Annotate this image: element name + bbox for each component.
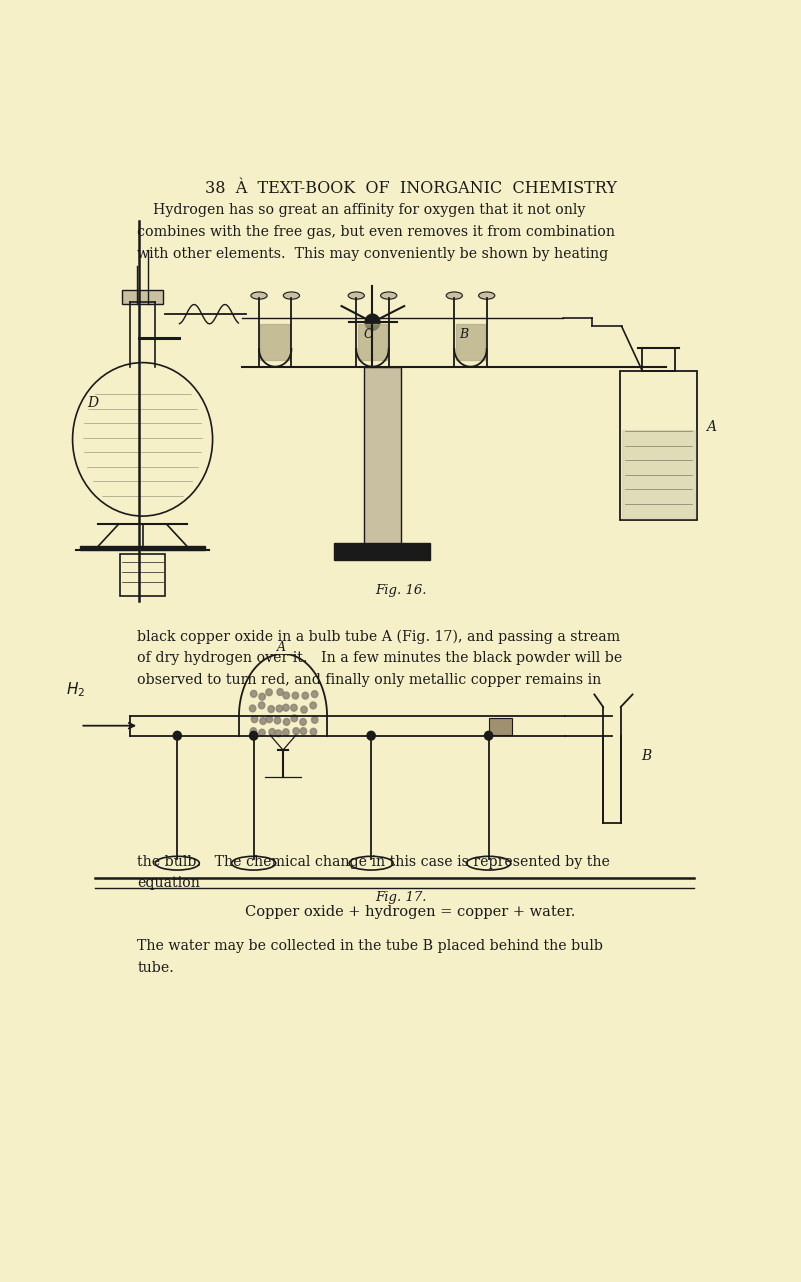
Text: the bulb.   The chemical change in this case is represented by the: the bulb. The chemical change in this ca… [138,855,610,869]
Ellipse shape [380,292,396,299]
Circle shape [282,718,288,724]
Text: of dry hydrogen over it.   In a few minutes the black powder will be: of dry hydrogen over it. In a few minute… [138,651,622,665]
Text: equation: equation [138,877,200,891]
Text: Copper oxide + hydrogen = copper + water.: Copper oxide + hydrogen = copper + water… [245,905,576,919]
Circle shape [311,719,317,726]
Circle shape [365,314,380,331]
Bar [622,429,695,518]
Bar [456,324,485,360]
Circle shape [303,691,309,697]
Circle shape [260,729,267,736]
Bar [334,542,430,560]
Circle shape [250,715,256,722]
Circle shape [269,718,276,726]
Circle shape [260,704,268,712]
Circle shape [291,691,297,697]
Text: B: B [642,749,651,763]
Circle shape [301,728,308,735]
Circle shape [294,732,300,738]
Circle shape [282,690,288,696]
Text: black copper oxide in a bulb tube A (Fig. 17), and passing a stream: black copper oxide in a bulb tube A (Fig… [138,629,621,644]
Text: combines with the free gas, but even removes it from combination: combines with the free gas, but even rem… [138,224,615,238]
Circle shape [485,731,493,740]
Circle shape [308,690,315,697]
Circle shape [252,731,258,738]
Circle shape [266,694,272,700]
Circle shape [276,717,282,723]
Text: B: B [460,328,469,341]
Circle shape [248,690,256,696]
Ellipse shape [251,292,267,299]
Circle shape [311,703,317,710]
Circle shape [276,692,283,699]
Circle shape [293,719,300,726]
Text: A: A [706,420,716,435]
Circle shape [302,719,308,726]
Text: tube.: tube. [138,962,175,976]
Bar [489,718,512,735]
Bar [120,554,165,596]
Text: observed to turn red, and finally only metallic copper remains in: observed to turn red, and finally only m… [138,673,602,687]
Circle shape [250,731,258,740]
Text: D: D [87,396,99,410]
Text: Fig. 16.: Fig. 16. [375,583,426,597]
Circle shape [268,732,274,738]
Text: The water may be collected in the tube B placed behind the bulb: The water may be collected in the tube B… [138,940,603,954]
Circle shape [277,728,284,735]
Bar [358,324,387,360]
Circle shape [282,732,289,738]
Ellipse shape [284,292,300,299]
Ellipse shape [446,292,462,299]
Text: with other elements.  This may conveniently be shown by heating: with other elements. This may convenient… [138,246,609,260]
Bar [642,349,674,370]
Ellipse shape [348,292,364,299]
Circle shape [251,706,258,713]
Text: Fig. 17.: Fig. 17. [375,891,426,904]
Circle shape [367,731,375,740]
Circle shape [260,718,267,724]
Circle shape [294,705,300,712]
Bar [122,290,163,304]
Text: A: A [277,641,286,654]
Bar [80,546,205,550]
Circle shape [300,704,306,712]
Text: Hydrogen has so great an affinity for oxygen that it not only: Hydrogen has so great an affinity for ox… [153,204,586,217]
Circle shape [173,731,181,740]
Circle shape [266,704,272,710]
Text: $H_2$: $H_2$ [66,681,85,699]
Circle shape [278,703,284,709]
Circle shape [282,705,288,713]
Text: C: C [364,328,373,341]
Ellipse shape [479,292,495,299]
Text: 38  À  TEXT-BOOK  OF  INORGANIC  CHEMISTRY: 38 À TEXT-BOOK OF INORGANIC CHEMISTRY [204,181,617,197]
Bar [364,367,400,545]
Bar [260,324,290,360]
Circle shape [258,690,264,696]
Bar [620,370,697,520]
Circle shape [310,729,316,736]
